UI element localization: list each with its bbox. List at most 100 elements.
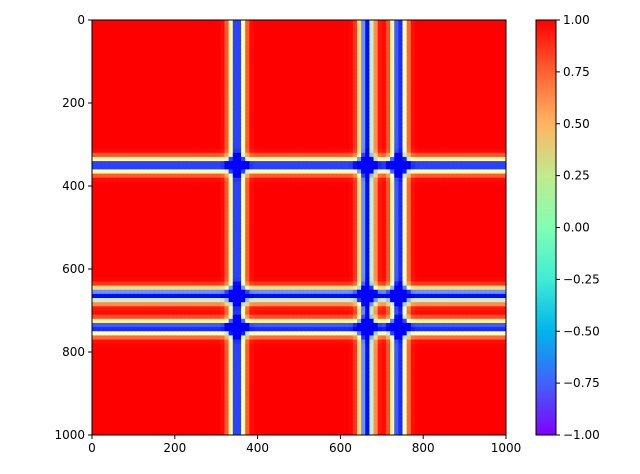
heatmap-cell	[501, 144, 506, 150]
heatmap-cell	[282, 69, 288, 75]
heatmap-cell	[315, 161, 321, 166]
heatmap-cell	[427, 69, 433, 75]
heatmap-cell	[303, 186, 308, 191]
heatmap-cell	[241, 198, 246, 204]
heatmap-cell	[286, 94, 292, 100]
heatmap-cell	[369, 94, 375, 100]
heatmap-cell	[125, 69, 130, 75]
heatmap-cell	[369, 86, 375, 92]
heatmap-cell	[104, 20, 110, 25]
heatmap-cell	[100, 127, 106, 133]
heatmap-cell	[410, 215, 416, 220]
heatmap-cell	[489, 132, 495, 137]
heatmap-cell	[385, 136, 391, 141]
heatmap-cell	[361, 219, 366, 224]
heatmap-cell	[381, 181, 387, 187]
heatmap-cell	[448, 28, 453, 34]
heatmap-cell	[423, 190, 428, 195]
heatmap-cell	[410, 194, 416, 200]
heatmap-cell	[406, 40, 412, 46]
heatmap-cell	[199, 24, 205, 29]
heatmap-cell	[443, 73, 449, 79]
heatmap-cell	[203, 169, 209, 175]
heatmap-cell	[365, 210, 370, 216]
heatmap-cell	[92, 73, 97, 79]
heatmap-cell	[125, 53, 130, 58]
heatmap-cell	[265, 173, 271, 179]
heatmap-cell	[348, 181, 354, 187]
heatmap-cell	[270, 65, 275, 71]
heatmap-cell	[489, 219, 495, 224]
heatmap-cell	[497, 65, 503, 71]
heatmap-cell	[96, 181, 101, 187]
heatmap-cell	[427, 206, 433, 212]
heatmap-cell	[290, 156, 296, 162]
heatmap-cell	[228, 206, 234, 212]
heatmap-cell	[137, 111, 143, 117]
heatmap-cell	[361, 103, 366, 108]
heatmap-cell	[137, 177, 143, 183]
heatmap-cell	[145, 94, 151, 100]
heatmap-cell	[174, 152, 180, 158]
heatmap-cell	[108, 140, 114, 146]
heatmap-cell	[104, 186, 110, 191]
heatmap-cell	[294, 198, 300, 204]
heatmap-cell	[137, 210, 143, 216]
heatmap-cell	[344, 161, 350, 166]
heatmap-cell	[249, 210, 255, 216]
heatmap-cell	[158, 90, 163, 96]
heatmap-cell	[319, 98, 325, 104]
heatmap-cell	[96, 198, 101, 204]
heatmap-cell	[232, 194, 238, 200]
heatmap-cell	[282, 94, 288, 100]
heatmap-cell	[332, 148, 337, 154]
heatmap-cell	[452, 90, 457, 96]
heatmap-cell	[340, 111, 346, 117]
heatmap-cell	[220, 90, 226, 96]
heatmap-cell	[485, 206, 491, 212]
heatmap-cell	[377, 173, 383, 179]
heatmap-cell	[203, 86, 209, 92]
heatmap-cell	[485, 161, 491, 166]
heatmap-cell	[439, 49, 445, 54]
heatmap-cell	[274, 181, 279, 187]
heatmap-cell	[228, 123, 234, 129]
heatmap-cell	[104, 111, 110, 117]
heatmap-cell	[178, 156, 184, 162]
heatmap-cell	[452, 152, 457, 158]
heatmap-cell	[435, 215, 441, 220]
heatmap-cell	[253, 40, 259, 46]
heatmap-cell	[365, 127, 370, 133]
heatmap-cell	[352, 40, 358, 46]
heatmap-cell	[365, 98, 370, 104]
heatmap-cell	[390, 69, 395, 75]
heatmap-cell	[336, 219, 341, 224]
heatmap-cell	[423, 165, 428, 170]
heatmap-cell	[398, 103, 404, 108]
heatmap-cell	[311, 127, 317, 133]
heatmap-cell	[501, 98, 506, 104]
heatmap-cell	[286, 223, 292, 229]
heatmap-cell	[100, 44, 106, 50]
heatmap-cell	[261, 140, 267, 146]
heatmap-cell	[125, 78, 130, 83]
heatmap-cell	[120, 32, 126, 38]
heatmap-cell	[369, 107, 375, 112]
heatmap-cell	[340, 165, 346, 170]
heatmap-cell	[332, 36, 337, 42]
heatmap-cell	[174, 161, 180, 166]
heatmap-cell	[241, 49, 246, 54]
heatmap-cell	[427, 53, 433, 58]
heatmap-cell	[212, 40, 217, 46]
heatmap-cell	[373, 28, 379, 34]
heatmap-cell	[501, 161, 506, 166]
heatmap-cell	[361, 111, 366, 117]
heatmap-cell	[377, 82, 383, 87]
heatmap-cell	[348, 136, 354, 141]
heatmap-cell	[456, 140, 462, 146]
heatmap-cell	[141, 186, 147, 191]
heatmap-cell	[381, 190, 387, 195]
heatmap-cell	[199, 82, 205, 87]
heatmap-cell	[431, 32, 437, 38]
heatmap-cell	[423, 53, 428, 58]
